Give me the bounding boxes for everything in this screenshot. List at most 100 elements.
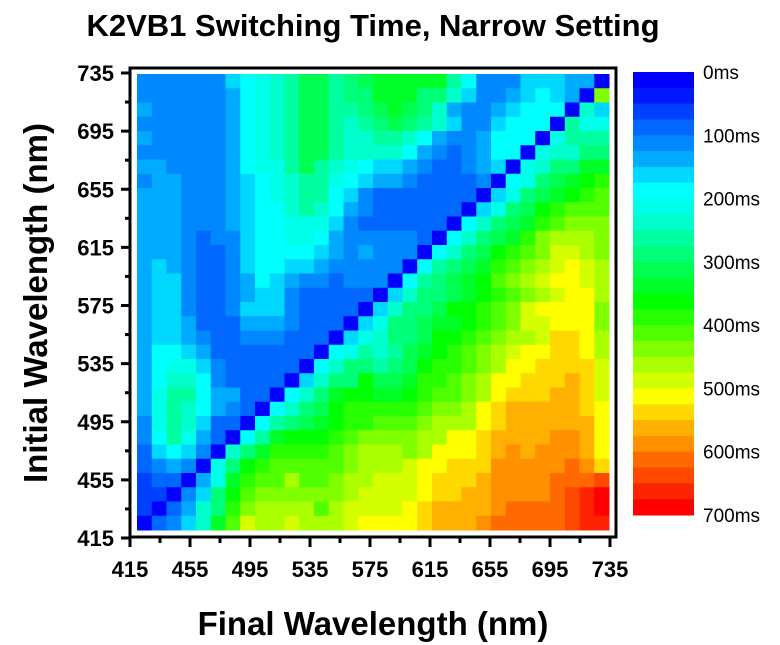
heatmap-cell: [505, 102, 521, 118]
heatmap-cell: [476, 230, 492, 246]
heatmap-cell: [476, 188, 492, 203]
heatmap-cell: [594, 202, 610, 217]
heatmap-cell: [225, 344, 241, 360]
heatmap-cell: [491, 74, 507, 89]
heatmap-cell: [550, 116, 566, 132]
heatmap-cell: [432, 102, 448, 118]
heatmap-cell: [432, 430, 448, 445]
heatmap-cell: [520, 430, 536, 445]
heatmap-cell: [594, 316, 610, 331]
heatmap-cell: [328, 316, 344, 331]
heatmap-cell: [284, 131, 300, 146]
heatmap-cell: [343, 216, 359, 232]
heatmap-cell: [564, 273, 580, 289]
heatmap-cell: [269, 173, 285, 189]
heatmap-cell: [137, 216, 153, 232]
heatmap-cell: [446, 416, 462, 431]
heatmap-cell: [564, 230, 580, 246]
heatmap-cell: [520, 444, 536, 460]
heatmap-cell: [550, 102, 566, 118]
heatmap-cell: [564, 102, 580, 118]
heatmap-cell: [432, 131, 448, 146]
heatmap-cell: [491, 159, 507, 175]
heatmap-cell: [225, 501, 241, 517]
heatmap-cell: [446, 401, 462, 417]
heatmap-cell: [520, 387, 536, 403]
heatmap-cell: [373, 387, 389, 403]
heatmap-cells: [137, 74, 610, 531]
heatmap-cell: [166, 330, 182, 346]
heatmap-cell: [387, 344, 403, 360]
heatmap-cell: [284, 373, 300, 388]
heatmap-cell: [343, 515, 359, 531]
heatmap-cell: [196, 102, 212, 118]
heatmap-cell: [594, 230, 610, 246]
heatmap-cell: [417, 316, 433, 331]
heatmap-cell: [151, 88, 167, 103]
heatmap-cell: [196, 501, 212, 517]
heatmap-cell: [343, 330, 359, 346]
heatmap-cell: [196, 88, 212, 103]
heatmap-cell: [255, 216, 271, 232]
heatmap-cell: [564, 159, 580, 175]
heatmap-cell: [137, 416, 153, 431]
heatmap-cell: [491, 273, 507, 289]
heatmap-cell: [373, 359, 389, 374]
heatmap-cell: [461, 401, 477, 417]
heatmap-cell: [491, 131, 507, 146]
heatmap-cell: [299, 131, 315, 146]
heatmap-cell: [505, 330, 521, 346]
heatmap-cell: [476, 273, 492, 289]
heatmap-cell: [432, 316, 448, 331]
heatmap-cell: [564, 473, 580, 488]
heatmap-cell: [166, 88, 182, 103]
heatmap-cell: [269, 131, 285, 146]
heatmap-cell: [461, 273, 477, 289]
heatmap-cell: [343, 373, 359, 388]
heatmap-cell: [505, 316, 521, 331]
heatmap-cell: [196, 302, 212, 317]
heatmap-cell: [373, 316, 389, 331]
heatmap-cell: [535, 145, 551, 160]
heatmap-cell: [240, 287, 256, 303]
heatmap-cell: [594, 131, 610, 146]
heatmap-cell: [432, 173, 448, 189]
heatmap-cell: [255, 287, 271, 303]
heatmap-cell: [373, 458, 389, 474]
heatmap-cell: [151, 102, 167, 118]
heatmap-cell: [461, 515, 477, 531]
heatmap-cell: [373, 416, 389, 431]
heatmap-cell: [387, 316, 403, 331]
heatmap-cell: [328, 259, 344, 274]
heatmap-cell: [181, 330, 197, 346]
heatmap-cell: [196, 444, 212, 460]
heatmap-cell: [225, 88, 241, 103]
heatmap-cell: [387, 230, 403, 246]
heatmap-cell: [284, 515, 300, 531]
heatmap-cell: [240, 387, 256, 403]
heatmap-cell: [373, 330, 389, 346]
heatmap-cell: [343, 145, 359, 160]
heatmap-cell: [166, 287, 182, 303]
heatmap-cell: [255, 88, 271, 103]
heatmap-cell: [432, 216, 448, 232]
heatmap-cell: [225, 74, 241, 89]
heatmap-cell: [284, 416, 300, 431]
heatmap-cell: [476, 259, 492, 274]
heatmap-cell: [461, 416, 477, 431]
heatmap-cell: [284, 216, 300, 232]
heatmap-cell: [491, 173, 507, 189]
heatmap-cell: [491, 287, 507, 303]
heatmap-cell: [255, 102, 271, 118]
heatmap-cell: [269, 344, 285, 360]
heatmap-cell: [343, 245, 359, 260]
heatmap-cell: [373, 501, 389, 517]
heatmap-cell: [166, 458, 182, 474]
heatmap-cell: [299, 230, 315, 246]
heatmap-cell: [579, 131, 595, 146]
heatmap-cell: [505, 344, 521, 360]
heatmap-cell: [402, 145, 418, 160]
heatmap-cell: [255, 316, 271, 331]
heatmap-cell: [284, 359, 300, 374]
heatmap-cell: [550, 458, 566, 474]
